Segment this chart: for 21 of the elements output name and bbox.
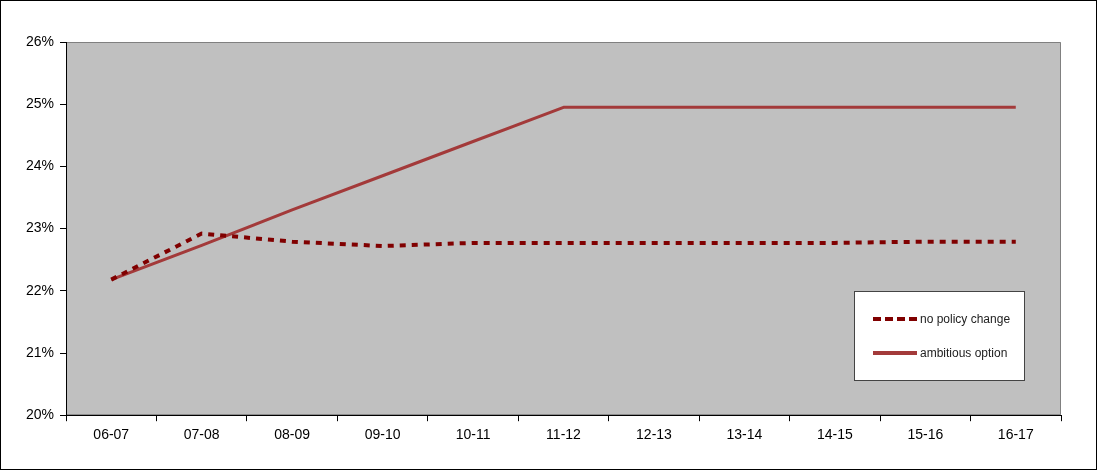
y-tick-label: 25% <box>25 95 55 112</box>
y-tick-label: 22% <box>25 281 55 298</box>
y-tick-label: 26% <box>25 32 55 49</box>
legend-label: ambitious option <box>920 346 1008 361</box>
y-tick-label: 23% <box>25 219 55 236</box>
x-tick-label: 09-10 <box>364 426 401 443</box>
x-tick-label: 12-13 <box>636 426 673 443</box>
legend-label: no policy change <box>920 312 1011 327</box>
x-tick-label: 13-14 <box>726 426 763 443</box>
y-tick-label: 24% <box>25 157 55 174</box>
y-tick-label: 20% <box>25 406 55 423</box>
x-tick-label: 08-09 <box>274 426 311 443</box>
x-tick-label: 16-17 <box>997 426 1034 443</box>
x-tick-label: 10-11 <box>455 426 491 443</box>
line-series <box>109 231 1018 282</box>
x-tick-label: 14-15 <box>816 426 853 443</box>
x-tick-label: 15-16 <box>907 426 944 443</box>
y-tick-label: 21% <box>25 343 55 360</box>
x-tick-label: 07-08 <box>183 426 220 443</box>
x-tick-label: 06-07 <box>93 426 130 443</box>
x-tick-label: 11-12 <box>546 426 582 443</box>
